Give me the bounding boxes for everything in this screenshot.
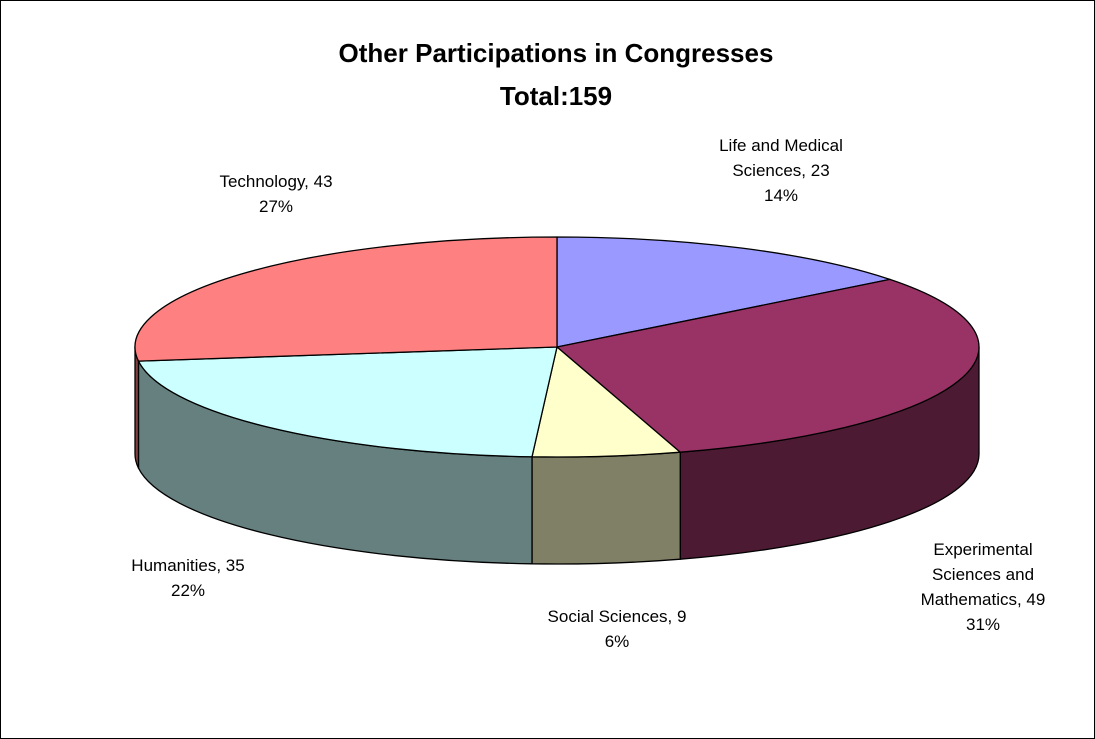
chart-subtitle: Total:159 [500, 81, 612, 111]
slice-social-sciences [531, 346, 681, 458]
slice-side-technology [134, 346, 140, 469]
slice-humanities [137, 346, 558, 458]
slice-technology [134, 236, 558, 362]
labels-layer: Life and Medical Sciences, 23 14% Experimen… [131, 136, 1045, 651]
data-label-experimental-sciences-and-mathematics: Experimental Sciences and Mathematics, 49 3… [921, 540, 1046, 634]
chart-title: Other Participations in Congresses [339, 38, 774, 68]
data-label-social-sciences: Social Sciences, 9 6% [548, 607, 687, 651]
data-label-humanities: Humanities, 35 22% [131, 556, 244, 600]
slice-life-and-medical-sciences [556, 236, 891, 348]
slice-experimental-sciences-and-mathematics [556, 278, 980, 453]
data-label-life-and-medical-sciences: Life and Medical Sciences, 23 14% [719, 136, 843, 205]
slice-side-social-sciences [531, 451, 681, 565]
slices-layer [134, 236, 980, 565]
data-label-technology: Technology, 43 27% [219, 172, 332, 216]
